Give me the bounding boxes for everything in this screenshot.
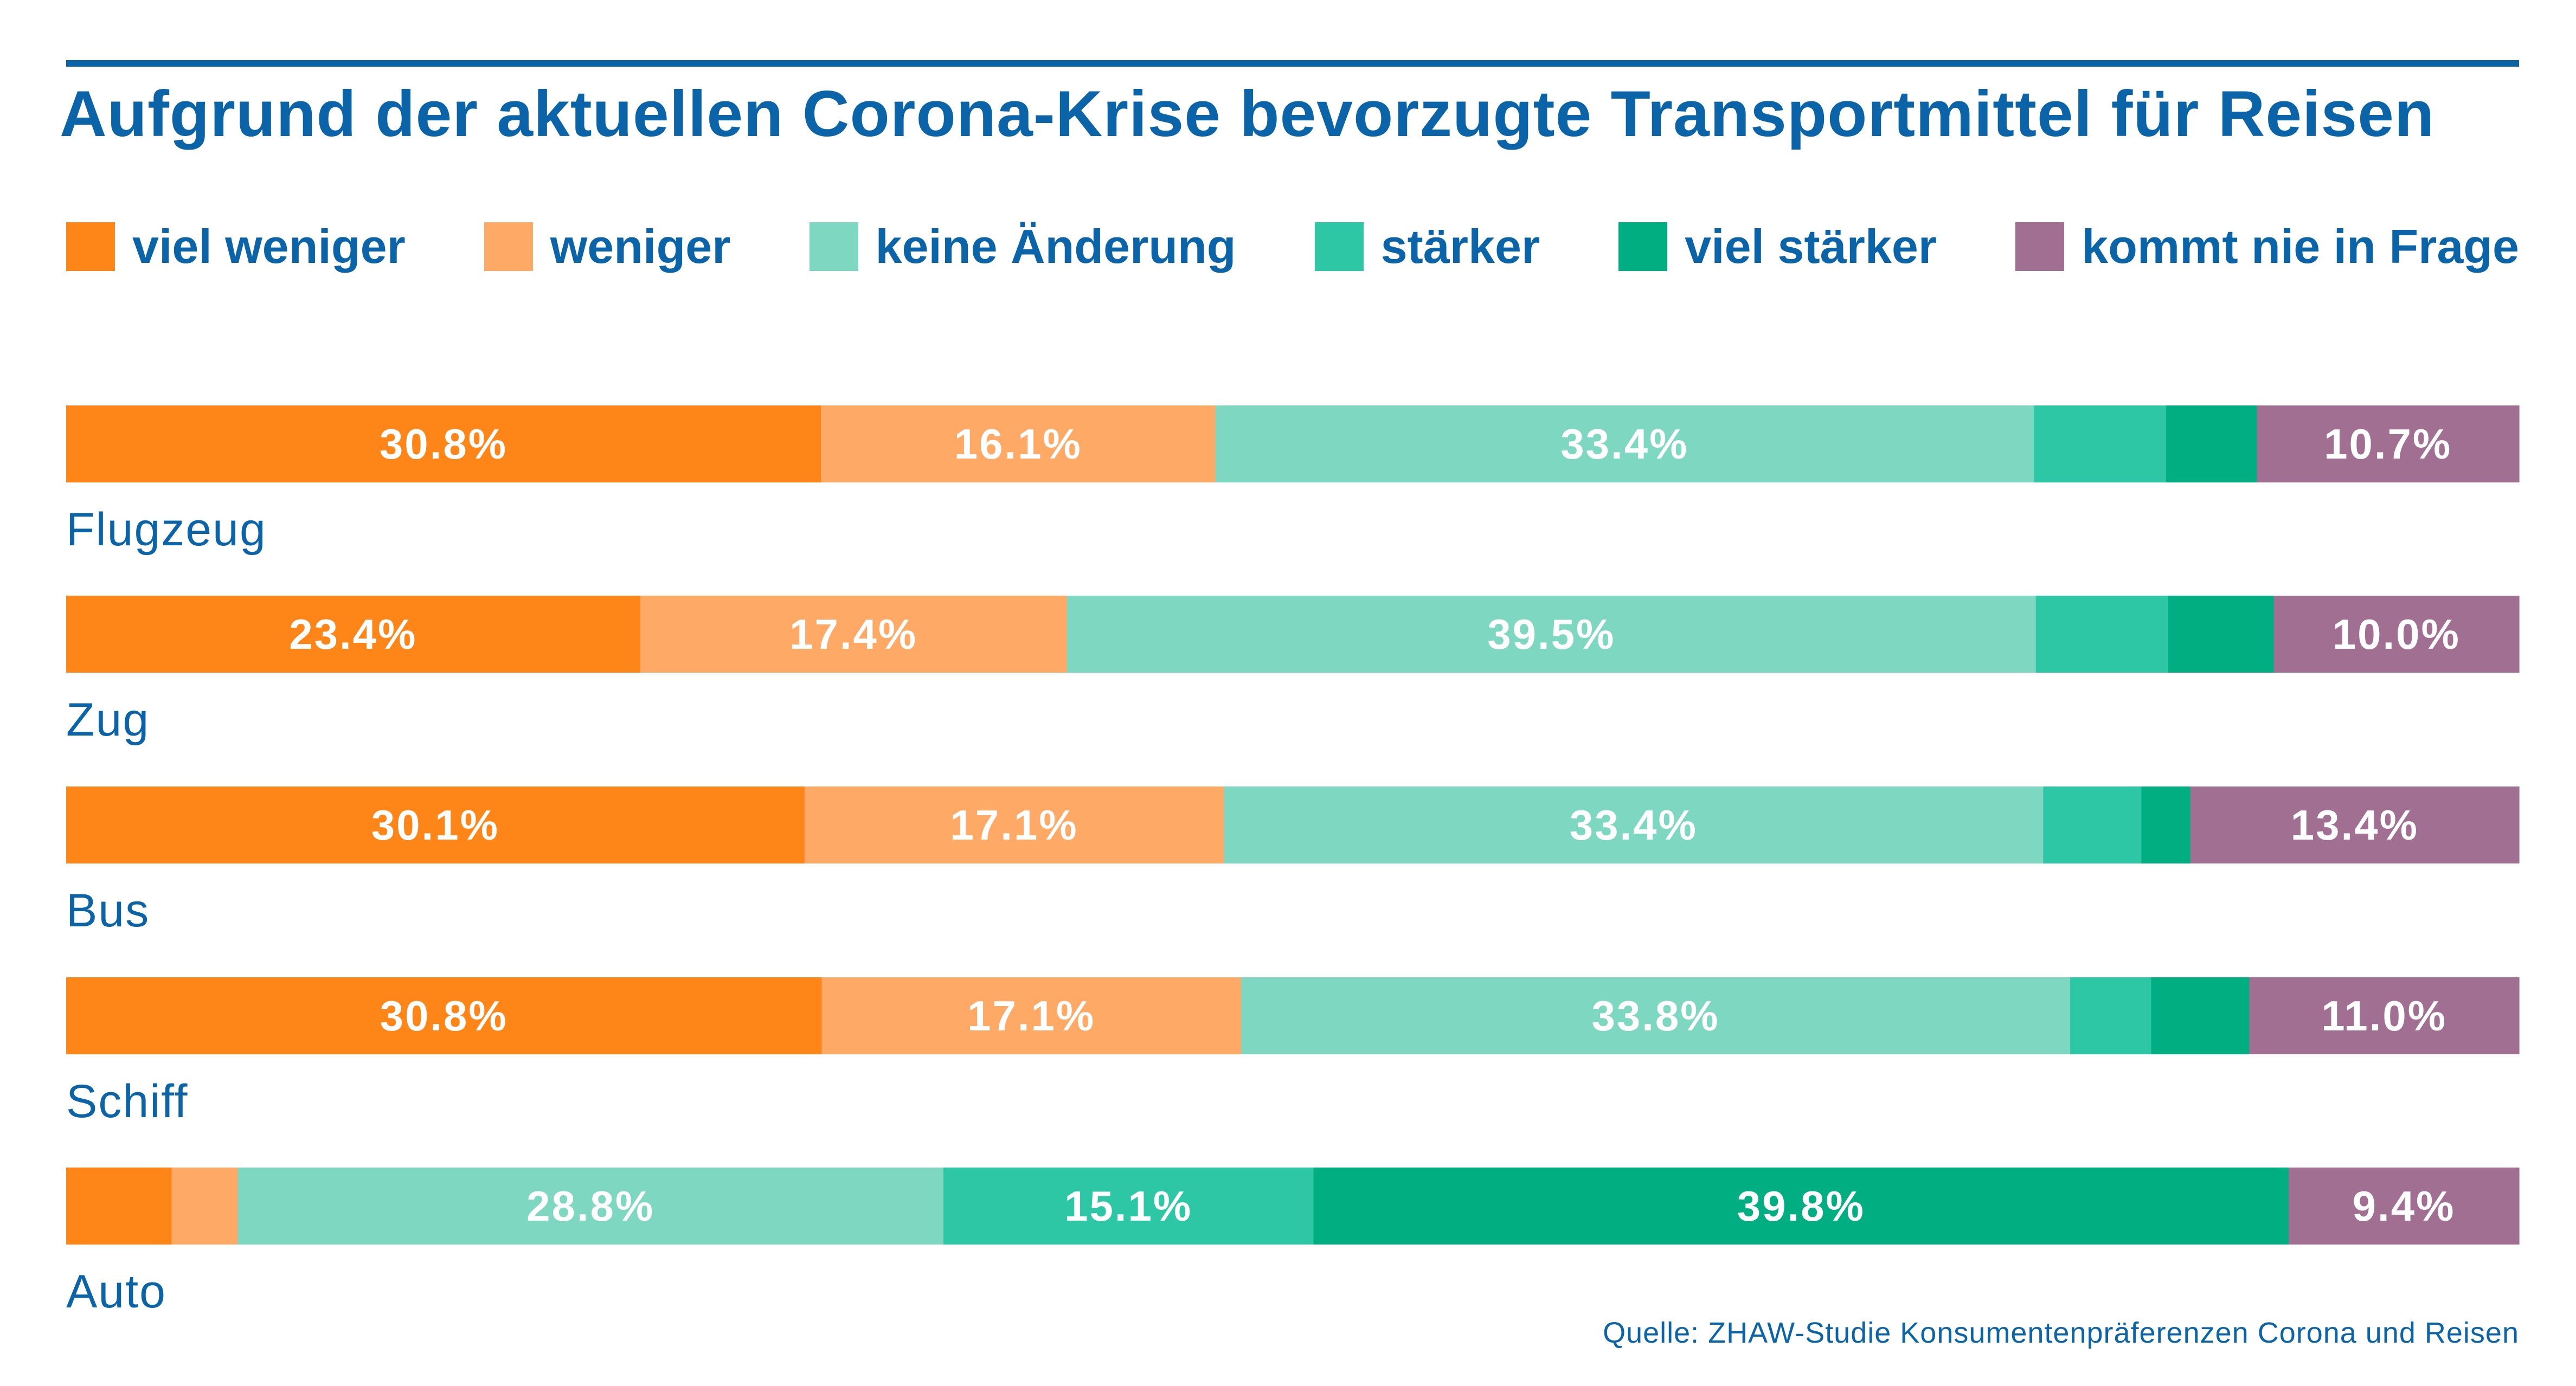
bar-segment-schiff-4 (2151, 977, 2250, 1054)
bar-segment-auto-5 (2289, 1168, 2520, 1245)
data-label-flugzeug-5: 10.7% (2324, 420, 2452, 468)
legend-item-weniger: weniger (484, 220, 731, 273)
bar-segment-flugzeug-4 (2166, 405, 2258, 482)
bar-segment-zug-0 (66, 596, 641, 673)
legend: viel weniger weniger keine Änderung stär… (66, 220, 2519, 274)
data-label-auto-5: 9.4% (2353, 1182, 2456, 1230)
legend-item-kommt-nie: kommt nie in Frage (2015, 222, 2519, 271)
legend-item-keine-aenderung: keine Änderung (809, 220, 1236, 273)
legend-swatch-weniger (484, 222, 533, 271)
data-label-schiff-5: 11.0% (2321, 992, 2447, 1040)
bar-segment-bus-2 (1224, 787, 2044, 863)
bar-segment-schiff-2 (1241, 977, 2071, 1054)
data-label-schiff-2: 33.8% (1591, 992, 1719, 1040)
legend-label-keine-aenderung: keine Änderung (875, 220, 1236, 273)
legend-label-weniger: weniger (550, 220, 731, 273)
bar-segment-schiff-0 (66, 977, 822, 1054)
bar-segment-bus-5 (2190, 787, 2520, 863)
legend-swatch-kommt-nie (2015, 222, 2065, 271)
data-label-schiff-1: 17.1% (967, 992, 1095, 1040)
bar-segment-bus-0 (66, 787, 805, 863)
data-label-bus-5: 13.4% (2291, 801, 2419, 849)
bar-segment-flugzeug-1 (821, 405, 1216, 482)
bar-segment-schiff-1 (821, 977, 1242, 1054)
category-label-auto: Auto (66, 1266, 166, 1318)
data-label-flugzeug-1: 16.1% (954, 420, 1082, 468)
bar-segment-zug-4 (2168, 596, 2275, 673)
data-label-zug-1: 17.4% (789, 610, 917, 658)
bar-segment-bus-3 (2043, 787, 2142, 863)
data-label-bus-0: 30.1% (371, 801, 499, 849)
bar-segment-schiff-3 (2070, 977, 2151, 1054)
category-label-schiff: Schiff (66, 1075, 189, 1127)
data-label-bus-1: 17.1% (950, 801, 1078, 849)
bar-segment-schiff-5 (2249, 977, 2520, 1054)
bar-segment-flugzeug-0 (66, 405, 821, 482)
legend-label-staerker: stärker (1380, 220, 1540, 273)
data-label-flugzeug-2: 33.4% (1560, 420, 1688, 468)
bar-segment-auto-0 (66, 1168, 172, 1245)
data-label-auto-2: 28.8% (526, 1182, 654, 1230)
legend-item-viel-weniger: viel weniger (66, 222, 406, 271)
data-label-auto-4: 39.8% (1737, 1182, 1865, 1230)
legend-item-staerker: stärker (1314, 220, 1540, 273)
legend-label-kommt-nie: kommt nie in Frage (2082, 220, 2519, 273)
data-label-zug-2: 39.5% (1487, 610, 1615, 658)
bar-segment-auto-2 (237, 1168, 944, 1245)
data-label-bus-2: 33.4% (1570, 801, 1698, 849)
legend-label-viel-weniger: viel weniger (132, 220, 406, 273)
data-label-auto-3: 15.1% (1064, 1182, 1192, 1230)
bar-segment-zug-3 (2035, 596, 2169, 673)
bar-segment-zug-1 (640, 596, 1068, 673)
bar-segment-flugzeug-3 (2034, 405, 2167, 482)
data-label-zug-5: 10.0% (2333, 610, 2461, 658)
category-label-zug: Zug (66, 694, 150, 746)
bar-segment-bus-4 (2141, 787, 2191, 863)
category-label-bus: Bus (66, 885, 150, 937)
bar-segment-zug-5 (2273, 596, 2520, 673)
bar-segment-auto-1 (171, 1168, 238, 1245)
data-label-schiff-0: 30.8% (380, 992, 508, 1040)
data-label-flugzeug-0: 30.8% (380, 420, 508, 468)
legend-item-viel-staerker: viel stärker (1618, 222, 1937, 271)
bar-segment-auto-4 (1313, 1168, 2289, 1245)
data-label-zug-0: 23.4% (289, 610, 417, 658)
top-rule (66, 60, 2519, 67)
legend-swatch-viel-weniger (66, 222, 115, 271)
bar-segment-flugzeug-5 (2257, 405, 2520, 482)
legend-label-viel-staerker: viel stärker (1685, 220, 1937, 273)
legend-swatch-viel-staerker (1618, 222, 1668, 271)
legend-swatch-staerker (1314, 222, 1364, 271)
bar-segment-zug-2 (1067, 596, 2037, 673)
legend-swatch-keine-aenderung (809, 222, 858, 271)
bar-segment-flugzeug-2 (1215, 405, 2034, 482)
source-note: Quelle: ZHAW-Studie Konsumentenpräferenz… (1603, 1317, 2519, 1349)
bar-segment-auto-3 (943, 1168, 1314, 1245)
bar-segment-bus-1 (804, 787, 1224, 863)
category-label-flugzeug: Flugzeug (66, 504, 267, 556)
chart-title: Aufgrund der aktuellen Corona-Krise bevo… (60, 78, 2435, 150)
